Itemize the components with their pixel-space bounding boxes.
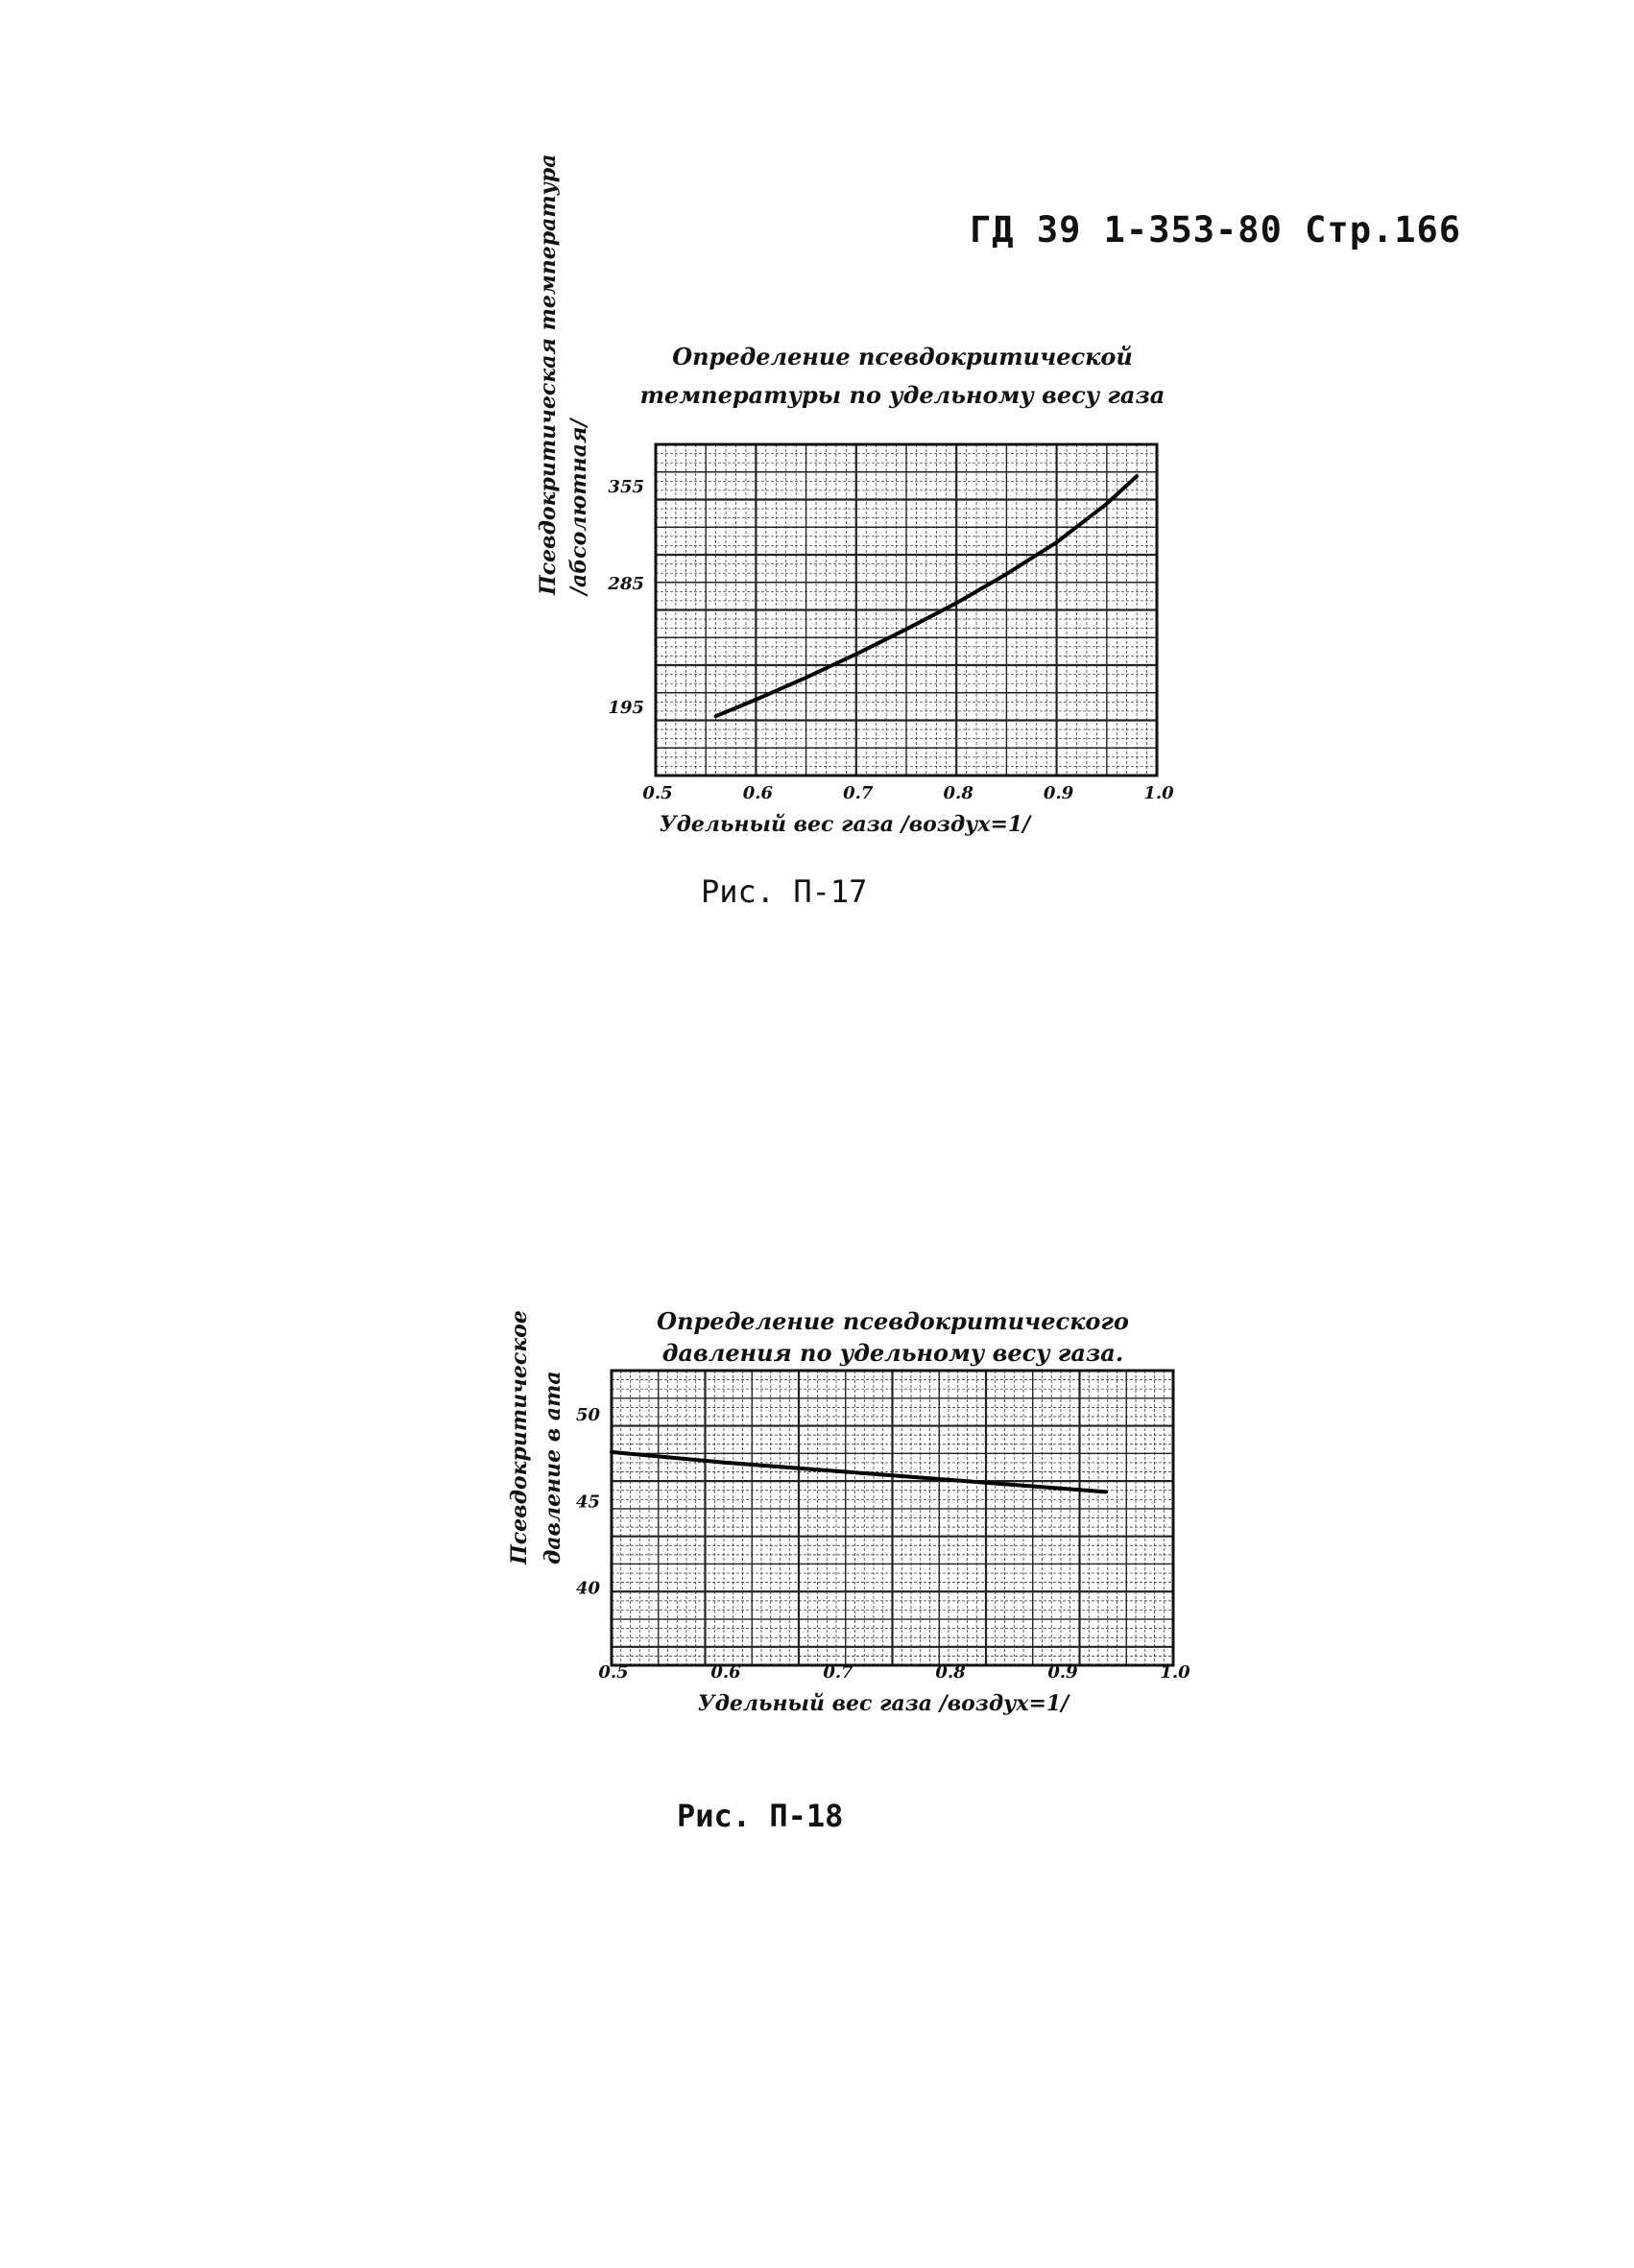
figure-caption-18: Рис. П-18 [677, 1798, 844, 1834]
x-tick-label: 0.9 [1044, 783, 1074, 803]
x-tick-label: 0.7 [843, 783, 874, 803]
y-axis-label-line: Псевдокритическое [507, 1310, 532, 1565]
chart-title-line: Определение псевдокритического [657, 1307, 1129, 1335]
y-tick-label: 195 [608, 698, 644, 718]
chart-title-line: Определение псевдокритической [672, 343, 1133, 370]
plot-area [610, 1369, 1175, 1667]
x-tick-label: 1.0 [1143, 783, 1174, 803]
x-tick-label: 0.8 [935, 1662, 966, 1683]
x-tick-label: 0.5 [642, 783, 672, 803]
x-tick-label: 0.6 [743, 783, 774, 803]
x-tick-label: 0.5 [598, 1662, 628, 1683]
y-axis-label-line: Псевдокритическая температура [536, 155, 561, 596]
plot-frame [654, 442, 1159, 777]
x-axis-label: Удельный вес газа /воздух=1/ [660, 812, 1032, 837]
x-tick-label: 1.0 [1160, 1662, 1190, 1683]
document-reference: ГД 39 1-353-80 Стр.166 [970, 209, 1462, 251]
series-line [610, 1449, 1108, 1494]
x-tick-label: 0.7 [823, 1662, 853, 1683]
plot-frame [610, 1369, 1175, 1667]
x-tick-label: 0.9 [1047, 1662, 1078, 1683]
chart-title-line: давления по удельному весу газа. [662, 1339, 1123, 1367]
chart-title-line: температуры по удельному весу газа [640, 381, 1165, 409]
y-tick-label: 40 [576, 1579, 601, 1599]
x-axis-label: Удельный вес газа /воздух=1/ [698, 1691, 1070, 1716]
x-tick-label: 0.6 [710, 1662, 741, 1683]
y-tick-label: 50 [576, 1405, 601, 1425]
chart-pseudocritical-temperature: Определение псевдокритической температуры… [536, 155, 1174, 837]
chart-pseudocritical-pressure: Определение псевдокритического давления п… [507, 1307, 1190, 1716]
y-tick-label: 355 [608, 477, 644, 497]
y-axis-label-line: /абсолютная/ [566, 418, 591, 597]
y-tick-label: 45 [576, 1492, 600, 1512]
figure-caption-17: Рис. П-17 [701, 873, 868, 910]
series-line [713, 474, 1140, 719]
x-tick-label: 0.8 [944, 783, 974, 803]
y-tick-label: 285 [607, 574, 644, 594]
y-axis-label-line: давление в ата [541, 1371, 565, 1564]
